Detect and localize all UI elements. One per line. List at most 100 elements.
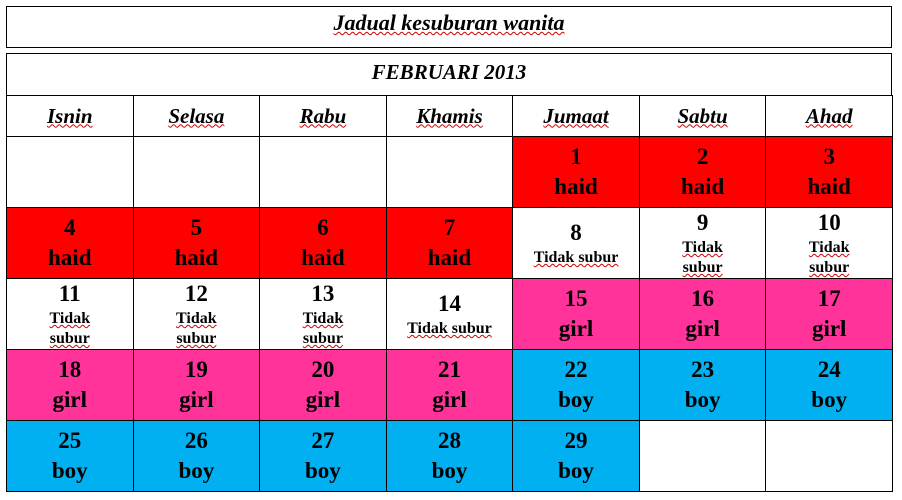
day-number: 27	[311, 428, 335, 453]
calendar-day-cell: 27 boy	[259, 420, 387, 492]
day-number: 8	[570, 220, 582, 245]
day-status: haid	[48, 245, 92, 270]
calendar-day-cell: 10 Tidak subur	[765, 207, 893, 279]
day-status: girl	[52, 387, 88, 412]
weekday-header: Ahad	[765, 95, 893, 137]
day-status: haid	[807, 174, 851, 199]
day-status: boy	[811, 387, 848, 412]
day-status: girl	[811, 316, 847, 341]
day-status: boy	[558, 387, 594, 412]
day-status: haid	[554, 174, 598, 199]
calendar-day-cell: 19 girl	[132, 349, 261, 421]
calendar-week-row: 18 girl 19 girl 20 girl 21 girl 22 boy 23 boy 24 boy	[6, 349, 893, 421]
day-status: Tidak subur	[176, 310, 217, 347]
day-number: 13	[311, 281, 335, 306]
calendar-day-cell: 1 haid	[512, 136, 640, 208]
day-status: girl	[685, 316, 720, 341]
day-status: Tidak subur	[302, 310, 344, 347]
calendar-day-cell: 20 girl	[259, 349, 387, 421]
day-status: haid	[174, 245, 219, 270]
calendar-day-cell: 15 girl	[512, 278, 640, 350]
calendar-day-cell: 18 girl	[6, 349, 134, 421]
day-number: 15	[564, 286, 588, 311]
day-number: 20	[311, 357, 335, 382]
day-number: 28	[437, 428, 461, 453]
calendar-day-cell: 24 boy	[765, 349, 893, 421]
day-number: 10	[817, 210, 841, 235]
day-number: 3	[823, 144, 835, 169]
calendar-day-cell: 29 boy	[512, 420, 640, 492]
day-number: 5	[190, 215, 203, 240]
month-heading: FEBRUARI 2013	[6, 53, 892, 96]
day-number: 2	[696, 144, 709, 169]
calendar-day-cell: 13 Tidak subur	[259, 278, 387, 350]
day-number: 16	[691, 286, 715, 311]
day-number: 11	[58, 281, 81, 306]
calendar-empty-cell	[638, 420, 767, 492]
day-status: girl	[179, 387, 214, 412]
calendar-day-cell: 11 Tidak subur	[6, 278, 134, 350]
calendar-table: Isnin Selasa Rabu Khamis Jumaat Sabtu Ah…	[6, 95, 893, 492]
weekday-header: Selasa	[132, 95, 261, 137]
day-number: 17	[817, 286, 841, 311]
day-number: 14	[437, 291, 461, 316]
weekday-header: Sabtu	[638, 95, 767, 137]
calendar-day-cell: 5 haid	[132, 207, 261, 279]
day-status: girl	[432, 387, 467, 412]
weekday-header: Jumaat	[512, 95, 640, 137]
page-title: Jadual kesuburan wanita	[6, 6, 892, 48]
day-status: Tidak subur	[49, 310, 91, 347]
fertility-calendar: Jadual kesuburan wanita FEBRUARI 2013 Is…	[6, 6, 893, 493]
day-number: 7	[443, 215, 456, 240]
day-number: 21	[437, 357, 461, 382]
day-status: boy	[684, 387, 721, 412]
day-status: haid	[301, 245, 345, 270]
weekday-header: Rabu	[259, 95, 387, 137]
day-number: 25	[58, 428, 82, 453]
calendar-day-cell: 26 boy	[132, 420, 261, 492]
day-status: boy	[178, 458, 215, 483]
calendar-day-cell: 14 Tidak subur	[385, 278, 514, 350]
calendar-body: 1 haid 2 haid 3 haid 4 haid 5 haid 6 haid 7 haid 8 Tida…	[6, 136, 893, 492]
calendar-day-cell: 22 boy	[512, 349, 640, 421]
calendar-day-cell: 23 boy	[638, 349, 767, 421]
day-number: 19	[184, 357, 208, 382]
calendar-empty-cell	[385, 136, 514, 208]
calendar-day-cell: 9 Tidak subur	[638, 207, 767, 279]
weekday-header: Khamis	[385, 95, 514, 137]
calendar-day-cell: 25 boy	[6, 420, 134, 492]
calendar-week-row: 25 boy 26 boy 27 boy 28 boy 29 boy	[6, 420, 893, 492]
weekday-header: Isnin	[6, 95, 134, 137]
day-status: boy	[305, 458, 341, 483]
day-status: boy	[558, 458, 594, 483]
calendar-day-cell: 4 haid	[6, 207, 134, 279]
calendar-day-cell: 8 Tidak subur	[512, 207, 640, 279]
day-status: Tidak subur	[808, 239, 850, 276]
day-number: 23	[691, 357, 715, 382]
day-status: boy	[51, 458, 88, 483]
calendar-week-row: 4 haid 5 haid 6 haid 7 haid 8 Tidak subur 9 Tidak s…	[6, 207, 893, 279]
calendar-day-cell: 28 boy	[385, 420, 514, 492]
calendar-day-cell: 2 haid	[638, 136, 767, 208]
calendar-week-row: 11 Tidak subur 12 Tidak subur 13 Tidak subur 1…	[6, 278, 893, 350]
calendar-empty-cell	[132, 136, 261, 208]
calendar-day-cell: 17 girl	[765, 278, 893, 350]
day-status: Tidak subur	[533, 249, 619, 266]
calendar-day-cell: 6 haid	[259, 207, 387, 279]
day-number: 1	[570, 144, 582, 169]
title-text: Jadual kesuburan wanita	[333, 10, 565, 35]
day-number: 29	[564, 428, 588, 453]
day-number: 9	[696, 210, 709, 235]
day-number: 24	[817, 357, 841, 382]
calendar-day-cell: 12 Tidak subur	[132, 278, 261, 350]
day-status: boy	[431, 458, 468, 483]
weekday-header-row: Isnin Selasa Rabu Khamis Jumaat Sabtu Ah…	[6, 95, 893, 137]
day-number: 6	[317, 215, 329, 240]
calendar-day-cell: 16 girl	[638, 278, 767, 350]
day-status: girl	[305, 387, 341, 412]
calendar-day-cell: 21 girl	[385, 349, 514, 421]
day-status: Tidak subur	[682, 239, 723, 276]
day-status: Tidak subur	[407, 320, 492, 337]
day-number: 22	[564, 357, 588, 382]
calendar-week-row: 1 haid 2 haid 3 haid	[6, 136, 893, 208]
